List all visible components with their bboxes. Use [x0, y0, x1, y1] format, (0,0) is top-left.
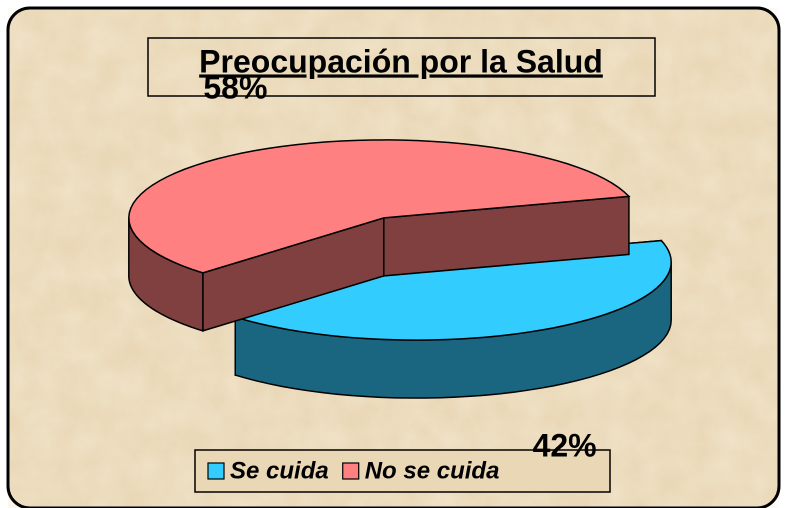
pie: [128, 139, 672, 399]
title-box: [147, 37, 656, 97]
legend-swatch: [342, 462, 360, 480]
legend-swatch: [207, 462, 225, 480]
slice: [128, 139, 631, 274]
data-label: 58%: [203, 70, 267, 106]
legend: Se cuida No se cuida: [207, 457, 500, 484]
slice: [232, 239, 672, 399]
slice: [128, 139, 631, 332]
legend-label: No se cuida: [365, 457, 500, 484]
legend-box: [194, 449, 611, 493]
legend-label: Se cuida: [230, 457, 329, 484]
chart-title: Preocupación por la Salud: [199, 43, 603, 79]
chart-border: [6, 6, 781, 508]
slice: [232, 239, 672, 341]
data-label: 42%: [533, 427, 597, 463]
